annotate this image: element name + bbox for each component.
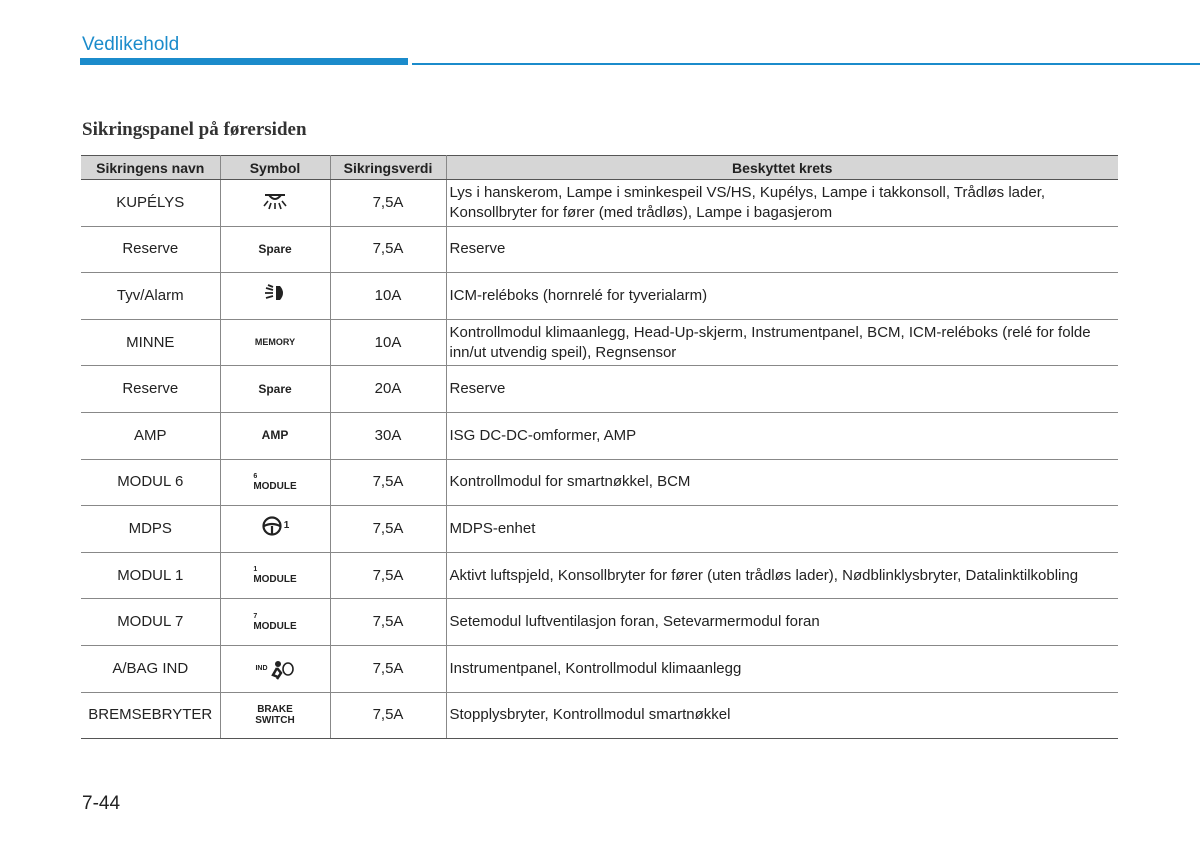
column-header: Beskyttet krets: [445, 155, 1118, 180]
circuit: Aktivt luftspjeld, Konsollbryter for før…: [445, 552, 1118, 600]
row: Reserve Spare 20A Reserve: [81, 365, 1118, 413]
symbol: 7 MODULE: [219, 598, 331, 646]
page-title: Sikringspanel på førersiden: [82, 119, 307, 140]
rating: 30A: [329, 412, 447, 460]
symbol-text: MODULE: [253, 480, 297, 492]
circuit: Kontrollmodul klimaanlegg, Head-Up-skjer…: [445, 319, 1118, 367]
column-header: Symbol: [219, 155, 331, 180]
symbol-text: Spare: [258, 241, 292, 256]
row: MINNE MEMORY 10A Kontrollmodul klimaanle…: [81, 319, 1118, 367]
symbol: IND: [219, 645, 331, 693]
row: MDPS 1 7,5A MDPS-enhet: [81, 505, 1118, 553]
symbol: [219, 179, 331, 227]
symbol: Spare: [219, 365, 331, 413]
symbol-text: MODULE: [253, 620, 297, 632]
rating: 7,5A: [329, 552, 447, 600]
fuse-name: MODUL 7: [81, 598, 221, 646]
circuit: Reserve: [445, 365, 1118, 413]
symbol: 6 MODULE: [219, 459, 331, 507]
rating: 7,5A: [329, 692, 447, 740]
steering-icon: [262, 516, 282, 536]
rating: 7,5A: [329, 645, 447, 693]
fuse-name: Reserve: [81, 226, 221, 274]
symbol-index: 7: [253, 612, 258, 620]
symbol-index: 1: [253, 566, 258, 574]
rating: 7,5A: [329, 505, 447, 553]
header-rule: [412, 63, 1200, 65]
circuit: Stopplysbryter, Kontrollmodul smartnøkke…: [445, 692, 1118, 740]
row: MODUL 7 7 MODULE 7,5A Setemodul luftventi…: [81, 598, 1118, 646]
row: MODUL 6 6 MODULE 7,5A Kontrollmodul for s…: [81, 459, 1118, 507]
symbol-text: MEMORY: [254, 337, 296, 348]
rating: 10A: [329, 272, 447, 320]
circuit: Instrumentpanel, Kontrollmodul klimaanle…: [445, 645, 1118, 693]
symbol-text: MODULE: [253, 574, 297, 586]
rating: 7,5A: [329, 459, 447, 507]
circuit: ISG DC-DC-omformer, AMP: [445, 412, 1118, 460]
fuse-name: MODUL 6: [81, 459, 221, 507]
rating: 7,5A: [329, 226, 447, 274]
fuse-name: MDPS: [81, 505, 221, 553]
rating: 7,5A: [329, 598, 447, 646]
row: MODUL 1 1 MODULE 7,5A Aktivt luftspjeld, …: [81, 552, 1118, 600]
fuse-name: MINNE: [81, 319, 221, 367]
circuit: Setemodul luftventilasjon foran, Setevar…: [445, 598, 1118, 646]
row: AMP AMP 30A ISG DC-DC-omformer, AMP: [81, 412, 1118, 460]
fuse-name: KUPÉLYS: [81, 179, 221, 227]
symbol: MEMORY: [219, 319, 331, 367]
row: BREMSEBRYTER BRAKE SWITCH 7,5A Stopplysbr…: [81, 692, 1118, 740]
circuit: Lys i hanskerom, Lampe i sminkespeil VS/…: [445, 179, 1118, 227]
circuit: MDPS-enhet: [445, 505, 1118, 553]
fuse-name: Reserve: [81, 365, 221, 413]
rating: 7,5A: [329, 179, 447, 227]
page-number: 7-44: [82, 793, 121, 814]
column-header: Sikringens navn: [81, 155, 221, 180]
row: Reserve Spare 7,5A Reserve: [81, 226, 1118, 274]
alarm-icon: [265, 284, 283, 300]
symbol: Spare: [219, 226, 331, 274]
symbol-text: BRAKE: [257, 704, 293, 716]
header-row: Sikringens navn Symbol Sikringsverdi Bes…: [81, 155, 1118, 180]
fuse-name: MODUL 1: [81, 552, 221, 600]
fuse-name: AMP: [81, 412, 221, 460]
circuit: Kontrollmodul for smartnøkkel, BCM: [445, 459, 1118, 507]
symbol: 1: [219, 505, 331, 553]
row: A/BAG IND IND 7,5A Instrumentpanel, Kont…: [81, 645, 1118, 693]
symbol: BRAKE SWITCH: [219, 692, 331, 740]
section-header: Vedlikehold: [82, 34, 180, 55]
symbol-text: IND: [255, 665, 268, 673]
row: Tyv/Alarm 10A ICM-reléboks (hornrelé for…: [81, 272, 1118, 320]
symbol-text: 1: [283, 519, 290, 531]
row: KUPÉLYS 7,5A Lys i hanskerom, Lampe i sm…: [81, 179, 1118, 227]
fuse-name: BREMSEBRYTER: [81, 692, 221, 740]
circuit: ICM-reléboks (hornrelé for tyverialarm): [445, 272, 1118, 320]
fuse-name: A/BAG IND: [81, 645, 221, 693]
circuit: Reserve: [445, 226, 1118, 274]
dome-lamp-icon: [263, 193, 287, 210]
column-header: Sikringsverdi: [329, 155, 447, 180]
symbol: 1 MODULE: [219, 552, 331, 600]
symbol: [219, 272, 331, 320]
rating: 10A: [329, 319, 447, 367]
symbol: AMP: [219, 412, 331, 460]
symbol-text: SWITCH: [255, 715, 295, 727]
symbol-text: AMP: [261, 428, 289, 443]
fuse-table: Sikringens navn Symbol Sikringsverdi Bes…: [81, 155, 1118, 740]
symbol-index: 6: [253, 472, 258, 480]
rating: 20A: [329, 365, 447, 413]
airbag-icon: [270, 661, 294, 680]
fuse-name: Tyv/Alarm: [81, 272, 221, 320]
header-bar: [80, 58, 408, 65]
symbol-text: Spare: [258, 381, 292, 396]
